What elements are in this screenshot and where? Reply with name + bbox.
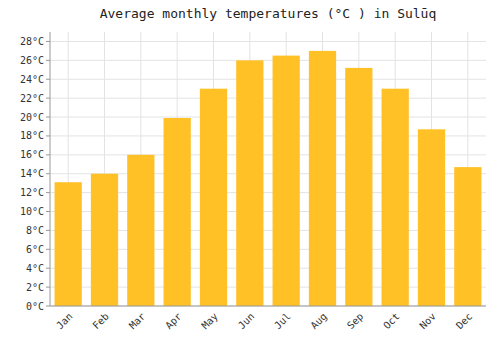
y-grid-line: [50, 306, 486, 307]
bar: [309, 51, 336, 306]
y-axis-line: [50, 32, 51, 306]
bar: [273, 56, 300, 306]
bar: [200, 89, 227, 306]
bar: [55, 182, 82, 306]
x-tick-label: Feb: [90, 311, 111, 332]
axes: 0°C 2°C 4°C 6°C 8°C 10°C 12°C 14°C 16°C 18°C 20°C 2…: [20, 32, 486, 331]
y-grid-line: [50, 98, 486, 99]
x-tick-label: Nov: [417, 311, 438, 332]
bar: [418, 129, 445, 306]
y-tick-label: 22°C: [20, 93, 44, 104]
y-tick: [46, 230, 50, 231]
y-tick-label: 2°C: [26, 282, 44, 293]
y-tick-label: 8°C: [26, 225, 44, 236]
y-grid-line: [50, 41, 486, 42]
y-grid-line: [50, 79, 486, 80]
y-tick-label: 4°C: [26, 263, 44, 274]
bar: [236, 60, 263, 306]
y-tick: [46, 249, 50, 250]
x-axis-line: [50, 306, 486, 307]
y-tick: [46, 192, 50, 193]
y-tick-label: 20°C: [20, 112, 44, 123]
bar: [454, 167, 481, 306]
y-tick-label: 18°C: [20, 130, 44, 141]
chart: 0°C 2°C 4°C 6°C 8°C 10°C 12°C 14°C 16°C 18°C 20°C 2…: [0, 0, 500, 350]
x-tick-label: Sep: [345, 311, 366, 332]
bar: [91, 174, 118, 306]
bar: [345, 68, 372, 306]
x-tick-label: Apr: [163, 311, 184, 332]
x-tick-label: Aug: [308, 311, 329, 332]
y-tick: [46, 173, 50, 174]
x-tick-label: May: [199, 311, 220, 332]
y-tick: [46, 79, 50, 80]
y-grid-line: [50, 60, 486, 61]
bar: [127, 155, 154, 306]
y-tick-label: 26°C: [20, 55, 44, 66]
x-tick-label: Oct: [381, 311, 402, 332]
y-tick: [46, 135, 50, 136]
y-tick: [46, 117, 50, 118]
y-tick-label: 10°C: [20, 206, 44, 217]
y-tick: [46, 306, 50, 307]
grid: [50, 32, 486, 306]
y-tick-label: 28°C: [20, 36, 44, 47]
chart-container: 0°C 2°C 4°C 6°C 8°C 10°C 12°C 14°C 16°C 18°C 20°C 2…: [0, 0, 500, 350]
y-tick: [46, 154, 50, 155]
x-tick-label: Dec: [454, 311, 475, 332]
x-tick-label: Jun: [236, 311, 257, 332]
x-tick-label: Mar: [127, 311, 148, 332]
x-tick-label: Jan: [54, 311, 75, 332]
y-tick-label: 16°C: [20, 149, 44, 160]
title: Average monthly temperatures (°C ) in Su…: [100, 6, 437, 21]
y-tick-label: 12°C: [20, 187, 44, 198]
bar: [382, 89, 409, 306]
y-tick: [46, 268, 50, 269]
y-tick: [46, 60, 50, 61]
y-tick-label: 6°C: [26, 244, 44, 255]
y-tick: [46, 41, 50, 42]
y-tick-label: 0°C: [26, 301, 44, 312]
y-tick: [46, 287, 50, 288]
y-tick-label: 24°C: [20, 74, 44, 85]
y-tick: [46, 98, 50, 99]
bars: [55, 51, 482, 306]
y-tick-label: 14°C: [20, 168, 44, 179]
x-tick-label: Jul: [272, 311, 293, 332]
y-grid-line: [50, 117, 486, 118]
y-tick: [46, 211, 50, 212]
bar: [164, 118, 191, 306]
